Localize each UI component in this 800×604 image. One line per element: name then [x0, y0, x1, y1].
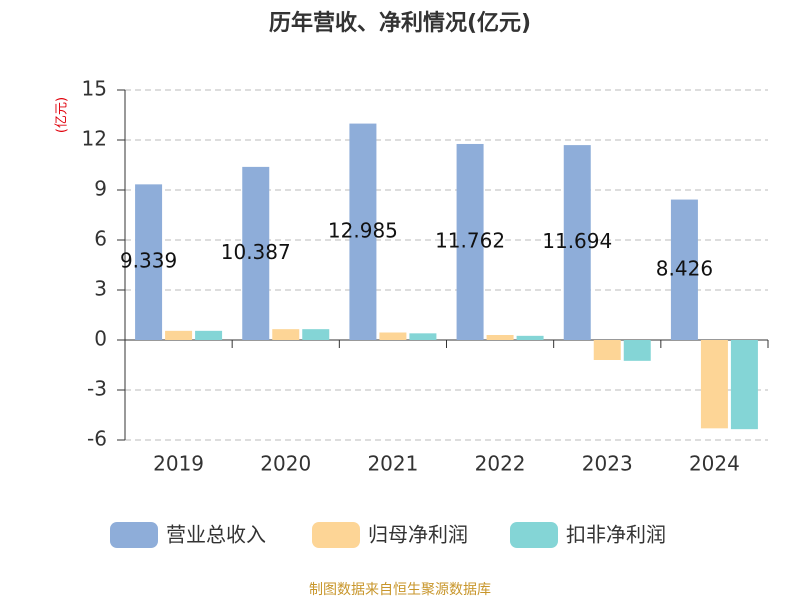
value-label: 11.694: [542, 229, 612, 253]
bar: [135, 184, 163, 340]
y-tick-label: 12: [82, 127, 107, 151]
bar: [486, 335, 514, 340]
x-tick-label: 2022: [475, 452, 526, 476]
value-label: 11.762: [435, 228, 505, 252]
bar: [730, 340, 758, 430]
chart-title: 历年营收、净利情况(亿元): [269, 10, 531, 36]
bar: [302, 329, 330, 340]
legend-swatch: [312, 522, 360, 548]
bar: [563, 145, 591, 340]
bar: [670, 199, 698, 340]
bar: [242, 166, 270, 340]
value-label: 9.339: [120, 249, 177, 273]
y-tick-label: 15: [82, 77, 107, 101]
bar: [272, 329, 300, 340]
bar: [516, 335, 544, 340]
bar: [700, 340, 728, 429]
bar: [593, 340, 621, 360]
bar: [623, 340, 651, 361]
y-tick-label: 0: [94, 327, 107, 351]
source-note: 制图数据来自恒生聚源数据库: [309, 582, 491, 598]
legend-swatch: [110, 522, 158, 548]
y-tick-label: 9: [94, 177, 107, 201]
y-tick-label: -6: [87, 427, 107, 451]
value-label: 12.985: [328, 218, 398, 242]
y-tick-label: -3: [87, 377, 107, 401]
x-tick-label: 2024: [689, 452, 740, 476]
value-label: 10.387: [221, 240, 291, 264]
x-tick-label: 2019: [153, 452, 204, 476]
legend-label: 扣非净利润: [566, 523, 666, 547]
x-tick-label: 2020: [260, 452, 311, 476]
bar: [379, 332, 407, 340]
legend-label: 归母净利润: [368, 523, 468, 547]
legend-swatch: [510, 522, 558, 548]
bar: [456, 143, 484, 340]
bar: [165, 330, 193, 340]
value-label: 8.426: [656, 256, 713, 280]
x-tick-label: 2021: [367, 452, 418, 476]
bar: [349, 123, 377, 340]
bar: [409, 333, 437, 340]
x-tick-label: 2023: [582, 452, 633, 476]
y-tick-label: 6: [94, 227, 107, 251]
y-axis-unit: (亿元): [55, 97, 70, 133]
legend-label: 营业总收入: [166, 523, 266, 547]
bar: [195, 330, 223, 340]
y-tick-label: 3: [94, 277, 107, 301]
